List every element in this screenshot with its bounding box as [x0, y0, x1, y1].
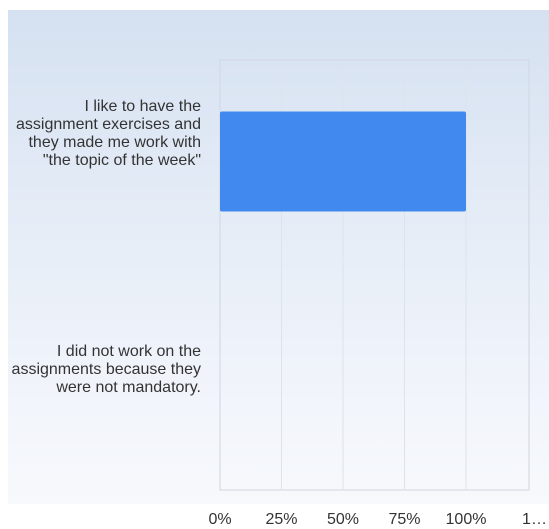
- bar-1: [220, 111, 466, 212]
- chart-background: [8, 10, 549, 504]
- category-label-2: I did not work on the assignments becaus…: [11, 343, 201, 396]
- x-tick-label: 75%: [388, 511, 420, 528]
- x-axis-ticks: 0% 25% 50% 75% 100% 1…: [208, 511, 547, 528]
- bars: [220, 111, 466, 212]
- x-tick-label: 100%: [446, 511, 487, 528]
- plot-area: [219, 59, 530, 491]
- x-tick-label: 50%: [327, 511, 359, 528]
- category-label-1: I like to have the assignment exercises …: [16, 98, 201, 169]
- x-tick-label: 1…: [522, 511, 547, 528]
- x-tick-label: 25%: [265, 511, 297, 528]
- x-tick-label: 0%: [208, 511, 231, 528]
